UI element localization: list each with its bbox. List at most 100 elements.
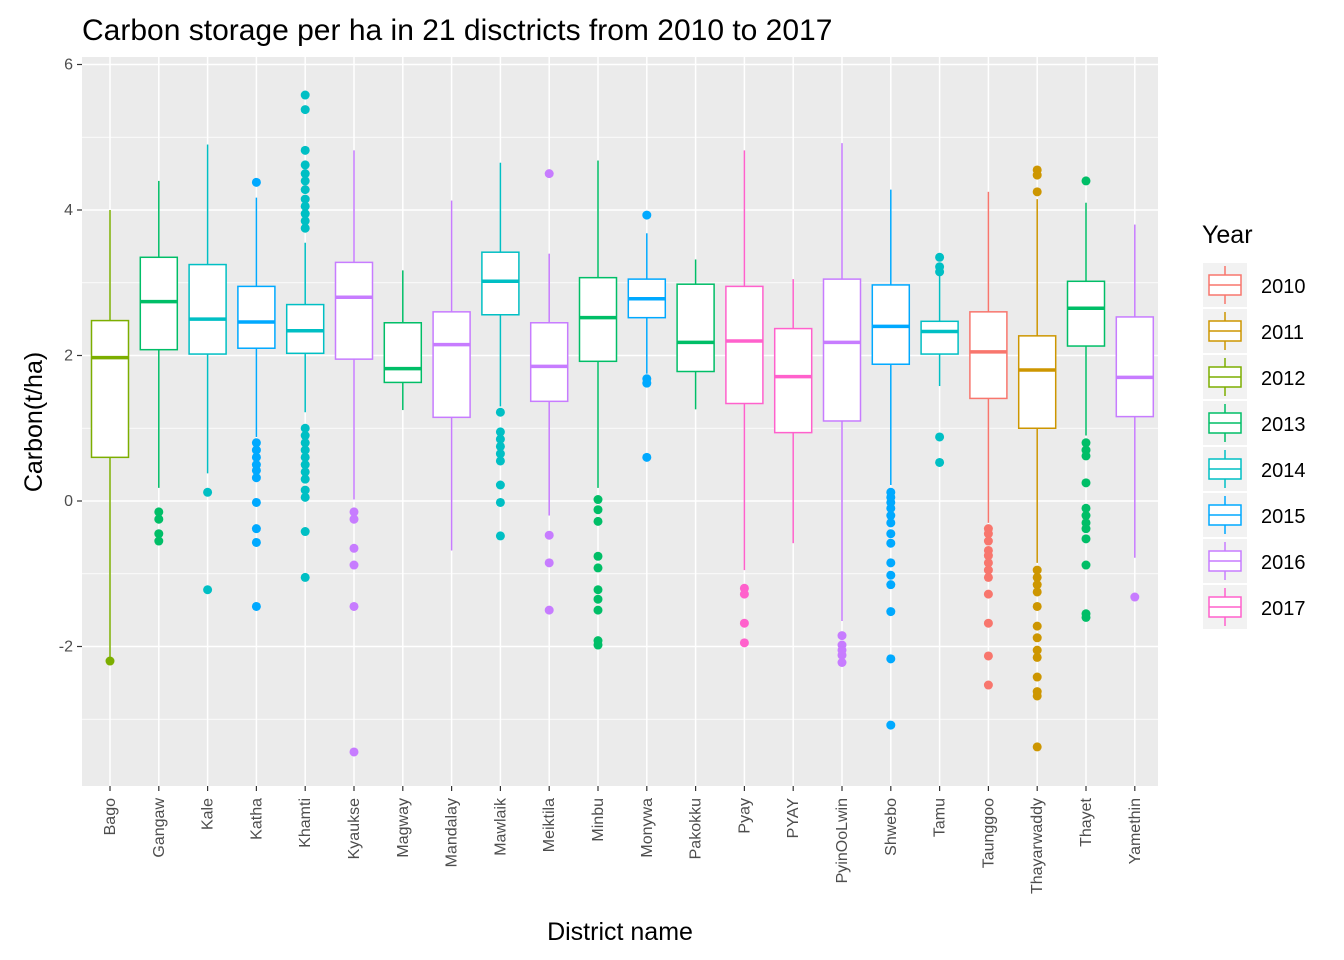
outlier-point — [1081, 451, 1091, 461]
outlier-point — [1032, 652, 1042, 662]
outlier-point — [300, 201, 310, 211]
outlier-point — [1032, 565, 1042, 575]
box-taunggoo — [969, 191, 1008, 690]
outlier-point — [300, 485, 310, 495]
outlier-point — [593, 585, 603, 595]
outlier-point — [251, 438, 261, 448]
outlier-point — [886, 518, 896, 528]
outlier-point — [983, 565, 993, 575]
box-mandalay — [432, 200, 471, 551]
legend-label: 2014 — [1261, 460, 1306, 482]
outlier-point — [203, 487, 213, 497]
outlier-point — [1032, 601, 1042, 611]
outlier-point — [203, 585, 213, 595]
outlier-point — [886, 538, 896, 548]
outlier-point — [300, 194, 310, 204]
box-minbu — [578, 160, 618, 650]
legend-item-2015: 2015 — [1203, 493, 1306, 537]
outlier-point — [495, 531, 505, 541]
outlier-point — [739, 618, 749, 628]
outlier-point — [1130, 592, 1140, 602]
outlier-point — [349, 543, 359, 553]
box-pyay — [773, 279, 813, 544]
outlier-point — [544, 558, 554, 568]
iqr-box — [822, 278, 862, 422]
iqr-box — [871, 284, 911, 365]
iqr-box — [676, 283, 715, 373]
outlier-point — [154, 529, 164, 539]
outlier-point — [886, 529, 896, 539]
outlier-point — [105, 656, 115, 666]
outlier-point — [983, 651, 993, 661]
box-bago — [90, 210, 130, 666]
x-axis-title: District name — [547, 918, 693, 946]
outlier-point — [300, 460, 310, 470]
outlier-point — [251, 465, 261, 475]
x-tick-label: Yamethin — [1127, 798, 1144, 864]
outlier-point — [495, 434, 505, 444]
box-thayet — [1066, 176, 1106, 622]
outlier-point — [983, 680, 993, 690]
outlier-point — [251, 497, 261, 507]
outlier-point — [495, 480, 505, 490]
outlier-point — [1032, 187, 1042, 197]
outlier-point — [1032, 170, 1042, 180]
x-tick-label: Thayarwaddy — [1029, 798, 1046, 894]
chart-title: Carbon storage per ha in 21 disctricts f… — [82, 14, 832, 47]
outlier-point — [1081, 503, 1091, 513]
legend-item-2010: 2010 — [1203, 263, 1306, 307]
y-tick-label: 4 — [64, 202, 73, 219]
outlier-point — [935, 457, 945, 467]
outlier-point — [154, 536, 164, 546]
outlier-point — [983, 529, 993, 539]
outlier-point — [837, 631, 847, 641]
outlier-point — [154, 507, 164, 517]
outlier-point — [593, 605, 603, 615]
x-tick-label: Monywa — [639, 798, 656, 858]
legend-item-2016: 2016 — [1203, 539, 1306, 583]
legend-item-2013: 2013 — [1203, 401, 1306, 445]
outlier-point — [251, 537, 261, 547]
box-shwebo — [871, 189, 911, 730]
outlier-point — [300, 445, 310, 455]
outlier-point — [300, 423, 310, 433]
outlier-point — [983, 536, 993, 546]
x-tick-label: Pakokku — [688, 798, 705, 859]
outlier-point — [593, 563, 603, 573]
outlier-point — [300, 492, 310, 502]
outlier-point — [251, 445, 261, 455]
legend-label: 2013 — [1261, 414, 1306, 436]
legend-item-2011: 2011 — [1203, 309, 1304, 353]
outlier-point — [983, 558, 993, 568]
outlier-point — [300, 169, 310, 179]
boxes — [90, 90, 1155, 757]
outlier-point — [886, 503, 896, 513]
legend-label: 2010 — [1261, 276, 1306, 298]
outlier-point — [349, 560, 359, 570]
outlier-point — [349, 747, 359, 757]
x-tick-label: Katha — [248, 798, 265, 840]
y-tick-label: 2 — [64, 348, 73, 365]
outlier-point — [349, 514, 359, 524]
legend-item-2014: 2014 — [1203, 447, 1306, 491]
outlier-point — [300, 452, 310, 462]
outlier-point — [300, 474, 310, 484]
outlier-point — [1081, 524, 1091, 534]
x-tick-label: PyinOoLwin — [834, 798, 851, 883]
outlier-point — [886, 654, 896, 664]
legend-title: Year — [1202, 221, 1253, 249]
outlier-point — [642, 378, 652, 388]
iqr-box — [334, 261, 374, 360]
outlier-point — [300, 572, 310, 582]
outlier-point — [495, 456, 505, 466]
outlier-point — [837, 658, 847, 668]
iqr-box — [773, 327, 813, 434]
box-meiktila — [529, 169, 569, 615]
outlier-point — [642, 452, 652, 462]
outlier-point — [544, 530, 554, 540]
outlier-point — [739, 589, 749, 599]
outlier-point — [495, 407, 505, 417]
iqr-box — [725, 285, 764, 405]
x-tick-label: Gangaw — [151, 798, 168, 858]
